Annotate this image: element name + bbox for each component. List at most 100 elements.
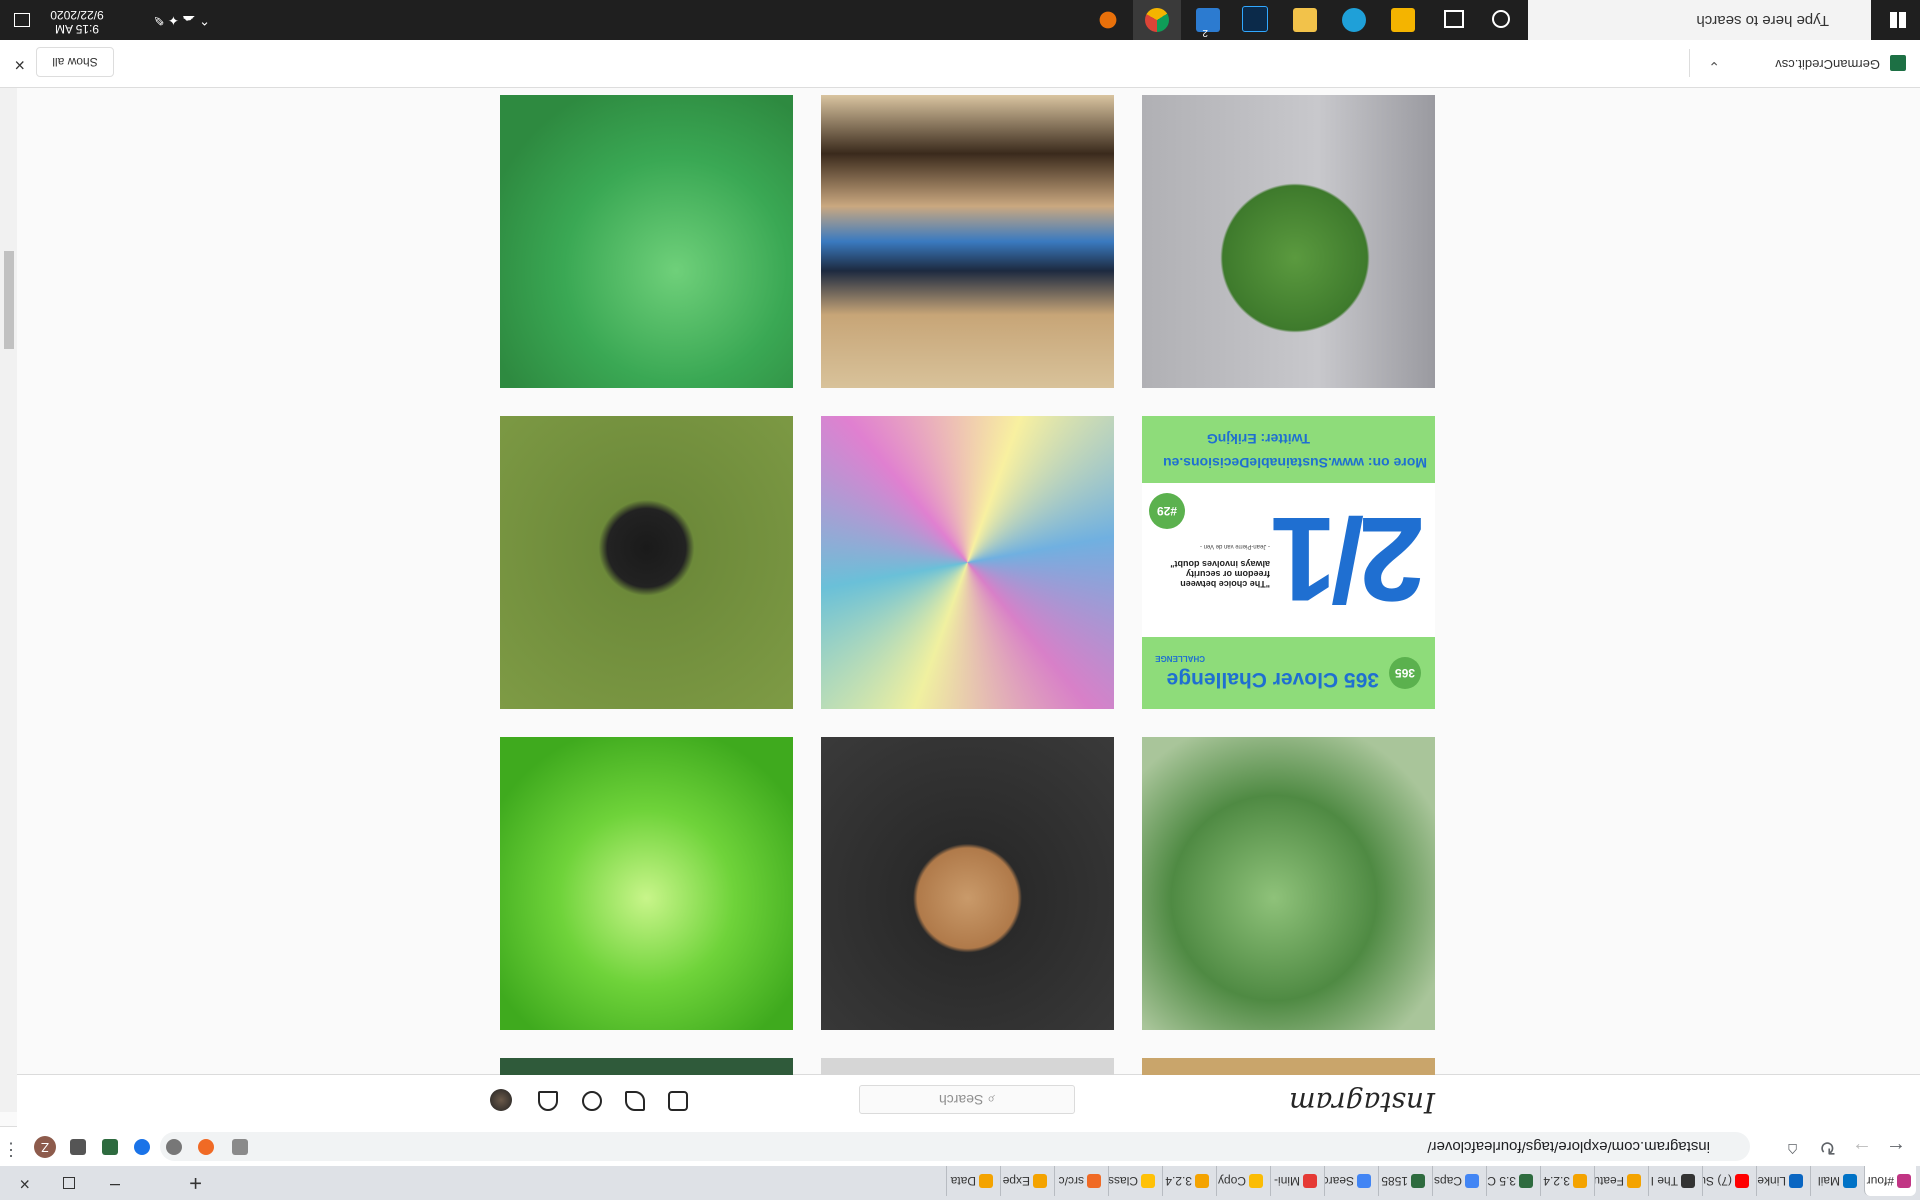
tab-title: Expe — [1002, 1174, 1030, 1188]
favicon — [1465, 1174, 1479, 1188]
close-downloads[interactable]: × — [14, 55, 25, 75]
extension[interactable] — [232, 1139, 248, 1155]
extension[interactable] — [134, 1139, 150, 1155]
profile[interactable]: Z — [34, 1136, 56, 1158]
omnibox[interactable]: instagram.com/explore/tags/fourleafclove… — [160, 1132, 1750, 1161]
tab[interactable]: 3.2.4 — [1540, 1166, 1592, 1196]
download-menu[interactable]: ⌄ — [1708, 59, 1720, 75]
tab-title: Caps — [1433, 1174, 1462, 1188]
post-image[interactable] — [821, 737, 1114, 1030]
tab[interactable]: Class — [1108, 1166, 1160, 1196]
tab-title: Mini- — [1274, 1174, 1300, 1188]
favicon — [979, 1174, 993, 1188]
post-image[interactable] — [500, 416, 793, 709]
tab-title: #four — [1866, 1174, 1894, 1188]
forward[interactable]: → — [1852, 1138, 1872, 1160]
notifications[interactable] — [14, 13, 30, 27]
logo[interactable]: Instagram — [1289, 1086, 1435, 1119]
scrollbar-thumb[interactable] — [4, 251, 14, 349]
reload[interactable]: ↻ — [1819, 1136, 1836, 1158]
post-image[interactable] — [1142, 1058, 1435, 1075]
back[interactable]: ← — [1886, 1138, 1906, 1160]
post-image[interactable] — [821, 1058, 1114, 1075]
extension[interactable] — [102, 1139, 118, 1155]
taskbar: Type here to search 2 ⌃ ☁ ✦ ✎ 9:15 AM 9/2… — [0, 0, 1920, 40]
tab-title: Linke — [1757, 1174, 1786, 1188]
tab[interactable]: Linke — [1756, 1166, 1808, 1196]
post-subtitle: CHALLENGE — [1155, 654, 1205, 663]
tab[interactable]: src/c — [1054, 1166, 1106, 1196]
start[interactable] — [1890, 12, 1906, 28]
tab-title: Class — [1108, 1174, 1138, 1188]
post-image[interactable]: 365 365 Clover Challenge CHALLENGE 2/1 #… — [1142, 416, 1435, 709]
tab[interactable]: The I — [1648, 1166, 1700, 1196]
app-icon[interactable] — [1242, 6, 1268, 32]
tab[interactable]: 3.2.4 — [1162, 1166, 1214, 1196]
app-icon[interactable] — [1196, 8, 1220, 32]
tab[interactable]: Searc — [1324, 1166, 1376, 1196]
tab[interactable]: Expe — [1000, 1166, 1052, 1196]
clock[interactable]: 9:15 AM 9/22/2020 — [42, 8, 112, 36]
tab[interactable]: 1585 — [1378, 1166, 1430, 1196]
favicon — [1411, 1174, 1425, 1188]
show-all[interactable]: Show all — [36, 47, 114, 77]
tab[interactable]: Copy — [1216, 1166, 1268, 1196]
download-file[interactable]: GermanCredit.csv — [1775, 57, 1880, 72]
tab-title: 1585 — [1381, 1174, 1408, 1188]
tab[interactable]: Mini- — [1270, 1166, 1322, 1196]
post-image[interactable] — [821, 416, 1114, 709]
post-image[interactable] — [821, 95, 1114, 388]
tab-title: 3.2.4 — [1543, 1174, 1570, 1188]
app-icon[interactable] — [1293, 8, 1317, 32]
close-window[interactable]: × — [19, 1174, 30, 1194]
tab[interactable]: #four — [1864, 1166, 1916, 1196]
tab-title: Featu — [1594, 1174, 1624, 1188]
minimize[interactable]: – — [109, 1176, 120, 1196]
address-bar: ← → ↻ ⌂ instagram.com/explore/tags/fourl… — [0, 1126, 1920, 1166]
tab[interactable]: Caps — [1432, 1166, 1484, 1196]
tab-title: (7) Su — [1702, 1174, 1732, 1188]
taskbar-search[interactable]: Type here to search — [1528, 0, 1871, 40]
post-image[interactable] — [500, 95, 793, 388]
post-image[interactable] — [1142, 95, 1435, 388]
extension[interactable] — [198, 1139, 214, 1155]
tab-title: Mail — [1817, 1174, 1840, 1188]
post-title: 365 Clover Challenge — [1166, 668, 1379, 691]
home[interactable]: ⌂ — [1787, 1140, 1798, 1160]
app-icon[interactable] — [1342, 8, 1366, 32]
activity-icon[interactable] — [538, 1091, 558, 1111]
task-view[interactable] — [1444, 10, 1464, 28]
scrollbar[interactable] — [0, 88, 17, 1112]
home-icon[interactable] — [668, 1091, 688, 1111]
post-day: #29 — [1149, 493, 1185, 529]
favicon — [1033, 1174, 1047, 1188]
post-image[interactable] — [500, 737, 793, 1030]
search-box[interactable]: ⌕ Search — [859, 1085, 1075, 1114]
menu[interactable]: ⋮ — [2, 1140, 20, 1160]
favicon — [1627, 1174, 1641, 1188]
tab[interactable]: Featu — [1594, 1166, 1646, 1196]
instagram-nav: Instagram ⌕ Search — [17, 1074, 1920, 1127]
app-icon[interactable] — [1391, 8, 1415, 32]
extensions[interactable] — [70, 1139, 86, 1155]
chrome[interactable] — [1145, 8, 1169, 32]
direct-icon[interactable] — [625, 1091, 645, 1111]
search-placeholder: Search — [938, 1092, 984, 1108]
post-image[interactable] — [500, 1058, 793, 1075]
cortana[interactable] — [1492, 10, 1510, 28]
tab[interactable]: 3.5 C — [1486, 1166, 1538, 1196]
restore[interactable] — [63, 1177, 75, 1189]
explore-icon[interactable] — [582, 1091, 602, 1111]
post-link: More on: www.SustainableDecisions.eu — [1163, 455, 1427, 471]
tab[interactable]: Mail — [1810, 1166, 1862, 1196]
avatar[interactable] — [490, 1089, 512, 1111]
date: 9/22/2020 — [50, 8, 104, 22]
favicon — [1681, 1174, 1695, 1188]
new-tab[interactable]: + — [189, 1171, 202, 1196]
tab[interactable]: (7) Su — [1702, 1166, 1754, 1196]
tab[interactable]: Data — [946, 1166, 998, 1196]
app-icon[interactable] — [1099, 11, 1117, 29]
extension[interactable] — [166, 1139, 182, 1155]
tray[interactable]: ⌃ ☁ ✦ ✎ — [153, 13, 210, 28]
post-image[interactable] — [1142, 737, 1435, 1030]
